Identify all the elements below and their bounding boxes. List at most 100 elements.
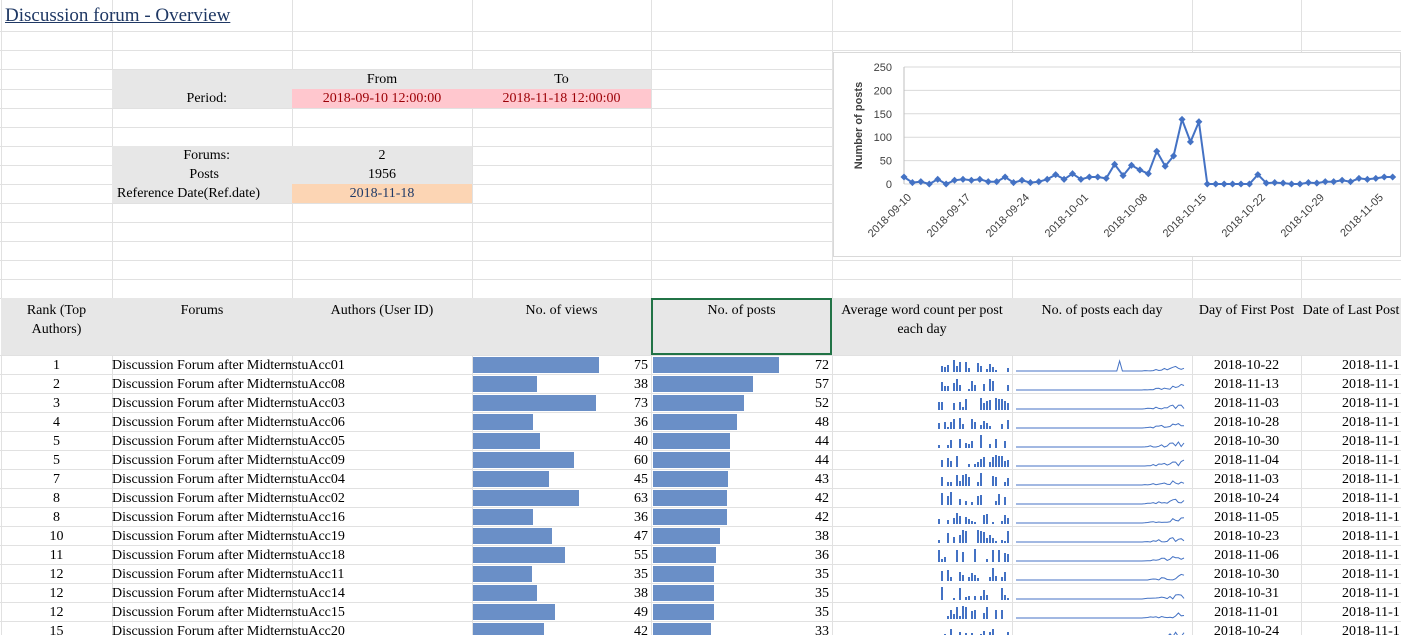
last-post-cell[interactable]: 2018-11-1	[1342, 472, 1400, 487]
sheet-title[interactable]: Discussion forum - Overview	[5, 6, 231, 26]
header-7[interactable]: Day of First Post	[1192, 298, 1301, 355]
header-3[interactable]: No. of views	[472, 298, 651, 355]
author-cell[interactable]: stuAcc18	[292, 548, 345, 563]
first-post-cell[interactable]: 2018-11-01	[1214, 605, 1279, 620]
rank-cell[interactable]: 7	[53, 472, 60, 487]
header-4[interactable]: No. of posts	[651, 298, 832, 355]
posts-cell[interactable]: 38	[815, 529, 829, 544]
posts-cell[interactable]: 33	[815, 624, 829, 635]
last-post-cell[interactable]: 2018-11-1	[1342, 434, 1400, 449]
last-post-cell[interactable]: 2018-11-1	[1342, 491, 1400, 506]
views-cell[interactable]: 35	[634, 567, 648, 582]
forum-cell[interactable]: Discussion Forum after Midterm	[112, 510, 292, 525]
forum-cell[interactable]: Discussion Forum after Midterm	[112, 605, 292, 620]
rank-cell[interactable]: 12	[49, 567, 64, 582]
posts-cell[interactable]: 52	[815, 396, 829, 411]
first-post-cell[interactable]: 2018-11-03	[1214, 472, 1279, 487]
last-post-cell[interactable]: 2018-11-1	[1342, 624, 1400, 635]
rank-cell[interactable]: 12	[49, 605, 64, 620]
author-cell[interactable]: stuAcc06	[292, 415, 345, 430]
first-post-cell[interactable]: 2018-11-06	[1214, 548, 1279, 563]
rank-cell[interactable]: 12	[49, 586, 64, 601]
views-cell[interactable]: 63	[634, 491, 648, 506]
period-to-value[interactable]: 2018-11-18 12:00:00	[472, 89, 651, 108]
author-cell[interactable]: stuAcc02	[292, 491, 345, 506]
views-cell[interactable]: 49	[634, 605, 648, 620]
last-post-cell[interactable]: 2018-11-1	[1342, 415, 1400, 430]
rank-cell[interactable]: 2	[53, 377, 60, 392]
first-post-cell[interactable]: 2018-11-04	[1214, 453, 1279, 468]
forum-cell[interactable]: Discussion Forum after Midterm	[112, 529, 292, 544]
last-post-cell[interactable]: 2018-11-1	[1342, 548, 1400, 563]
rank-cell[interactable]: 11	[49, 548, 64, 563]
forum-cell[interactable]: Discussion Forum after Midterm	[112, 415, 292, 430]
rank-cell[interactable]: 10	[49, 529, 64, 544]
views-cell[interactable]: 38	[634, 586, 648, 601]
last-post-cell[interactable]: 2018-11-1	[1342, 453, 1400, 468]
author-cell[interactable]: stuAcc01	[292, 358, 345, 373]
forum-cell[interactable]: Discussion Forum after Midterm	[112, 396, 292, 411]
rank-cell[interactable]: 8	[53, 491, 60, 506]
author-cell[interactable]: stuAcc11	[292, 567, 345, 582]
last-post-cell[interactable]: 2018-11-1	[1342, 605, 1400, 620]
posts-value[interactable]: 1956	[292, 165, 472, 184]
forum-cell[interactable]: Discussion Forum after Midterm	[112, 434, 292, 449]
author-cell[interactable]: stuAcc05	[292, 434, 345, 449]
posts-cell[interactable]: 44	[815, 434, 829, 449]
forum-cell[interactable]: Discussion Forum after Midterm	[112, 624, 292, 635]
author-cell[interactable]: stuAcc15	[292, 605, 345, 620]
first-post-cell[interactable]: 2018-11-03	[1214, 396, 1279, 411]
views-cell[interactable]: 55	[634, 548, 648, 563]
author-cell[interactable]: stuAcc08	[292, 377, 345, 392]
last-post-cell[interactable]: 2018-11-1	[1342, 358, 1400, 373]
views-cell[interactable]: 40	[634, 434, 648, 449]
ref-date-value[interactable]: 2018-11-18	[292, 184, 472, 203]
last-post-cell[interactable]: 2018-11-1	[1342, 396, 1400, 411]
views-cell[interactable]: 42	[634, 624, 648, 635]
posts-cell[interactable]: 42	[815, 510, 829, 525]
author-cell[interactable]: stuAcc04	[292, 472, 345, 487]
rank-cell[interactable]: 3	[53, 396, 60, 411]
posts-cell[interactable]: 57	[815, 377, 829, 392]
header-6[interactable]: No. of posts each day	[1012, 298, 1192, 355]
posts-cell[interactable]: 42	[815, 491, 829, 506]
first-post-cell[interactable]: 2018-10-30	[1213, 567, 1280, 582]
views-cell[interactable]: 36	[634, 415, 648, 430]
forum-cell[interactable]: Discussion Forum after Midterm	[112, 472, 292, 487]
forum-cell[interactable]: Discussion Forum after Midterm	[112, 358, 292, 373]
first-post-cell[interactable]: 2018-10-24	[1213, 491, 1280, 506]
rank-cell[interactable]: 5	[53, 434, 60, 449]
author-cell[interactable]: stuAcc03	[292, 396, 345, 411]
header-1[interactable]: Forums	[112, 298, 292, 355]
views-cell[interactable]: 75	[634, 358, 648, 373]
posts-cell[interactable]: 36	[815, 548, 829, 563]
header-5[interactable]: Average word count per post each day	[832, 298, 1012, 355]
author-cell[interactable]: stuAcc14	[292, 586, 345, 601]
views-cell[interactable]: 36	[634, 510, 648, 525]
views-cell[interactable]: 60	[634, 453, 648, 468]
forum-cell[interactable]: Discussion Forum after Midterm	[112, 586, 292, 601]
forum-cell[interactable]: Discussion Forum after Midterm	[112, 491, 292, 506]
forum-cell[interactable]: Discussion Forum after Midterm	[112, 377, 292, 392]
first-post-cell[interactable]: 2018-10-28	[1213, 415, 1280, 430]
posts-cell[interactable]: 35	[815, 567, 829, 582]
forum-cell[interactable]: Discussion Forum after Midterm	[112, 548, 292, 563]
author-cell[interactable]: stuAcc19	[292, 529, 345, 544]
posts-cell[interactable]: 44	[815, 453, 829, 468]
posts-per-day-chart[interactable]: 0 50 100 150 200 250 Number of posts 2018-09-10…	[833, 52, 1401, 257]
rank-cell[interactable]: 8	[53, 510, 60, 525]
rank-cell[interactable]: 4	[53, 415, 60, 430]
last-post-cell[interactable]: 2018-11-1	[1342, 510, 1400, 525]
posts-cell[interactable]: 35	[815, 586, 829, 601]
last-post-cell[interactable]: 2018-11-1	[1342, 377, 1400, 392]
last-post-cell[interactable]: 2018-11-1	[1342, 529, 1400, 544]
views-cell[interactable]: 45	[634, 472, 648, 487]
first-post-cell[interactable]: 2018-10-30	[1213, 434, 1280, 449]
author-cell[interactable]: stuAcc09	[292, 453, 345, 468]
rank-cell[interactable]: 15	[49, 624, 64, 635]
views-cell[interactable]: 73	[634, 396, 648, 411]
posts-cell[interactable]: 48	[815, 415, 829, 430]
author-cell[interactable]: stuAcc16	[292, 510, 345, 525]
first-post-cell[interactable]: 2018-10-22	[1213, 358, 1280, 373]
